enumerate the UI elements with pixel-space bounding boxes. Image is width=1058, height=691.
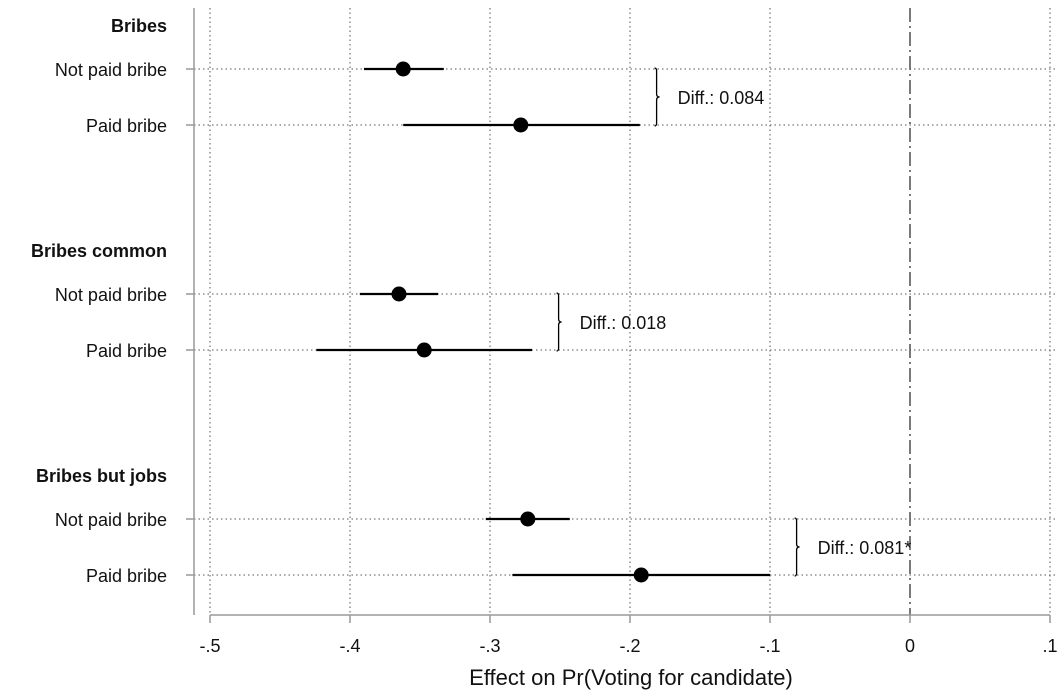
difference-bracket: [556, 292, 562, 352]
row-label: Paid bribe: [86, 341, 167, 361]
point-estimate: [395, 61, 411, 77]
row-label: Not paid bribe: [55, 60, 167, 80]
x-tick-label: -.4: [339, 636, 360, 656]
row-label: Paid bribe: [86, 116, 167, 136]
point-estimate: [391, 286, 407, 302]
row-label: Not paid bribe: [55, 510, 167, 530]
x-tick-label: .1: [1042, 636, 1057, 656]
difference-brackets: Diff.: 0.084 Diff.: 0.018 Diff.: 0.081*: [556, 67, 912, 577]
point-estimate: [520, 511, 536, 527]
point-estimate: [513, 117, 529, 133]
x-tick-label: -.1: [759, 636, 780, 656]
estimates: [316, 61, 770, 583]
x-tick-label: -.2: [619, 636, 640, 656]
point-estimate: [633, 567, 649, 583]
group-label: Bribes common: [31, 241, 167, 261]
row-label: Paid bribe: [86, 566, 167, 586]
difference-label: Diff.: 0.018: [580, 313, 667, 333]
difference-label: Diff.: 0.084: [678, 88, 765, 108]
row-labels: Bribes Not paid bribe Paid bribe Bribes com…: [31, 16, 167, 586]
difference-bracket: [794, 517, 800, 577]
group-label: Bribes but jobs: [36, 466, 167, 486]
point-estimate: [416, 342, 432, 358]
row-label: Not paid bribe: [55, 285, 167, 305]
x-tick-label: -.3: [479, 636, 500, 656]
difference-bracket: [654, 67, 660, 127]
x-tick-label: 0: [905, 636, 915, 656]
grid-lines: [194, 8, 1056, 615]
group-label: Bribes: [111, 16, 167, 36]
axes: -.5 -.4 -.3 -.2 -.1 0 .1: [186, 8, 1058, 656]
x-axis-title: Effect on Pr(Voting for candidate): [469, 665, 793, 690]
difference-label: Diff.: 0.081*: [818, 538, 912, 558]
x-tick-label: -.5: [199, 636, 220, 656]
